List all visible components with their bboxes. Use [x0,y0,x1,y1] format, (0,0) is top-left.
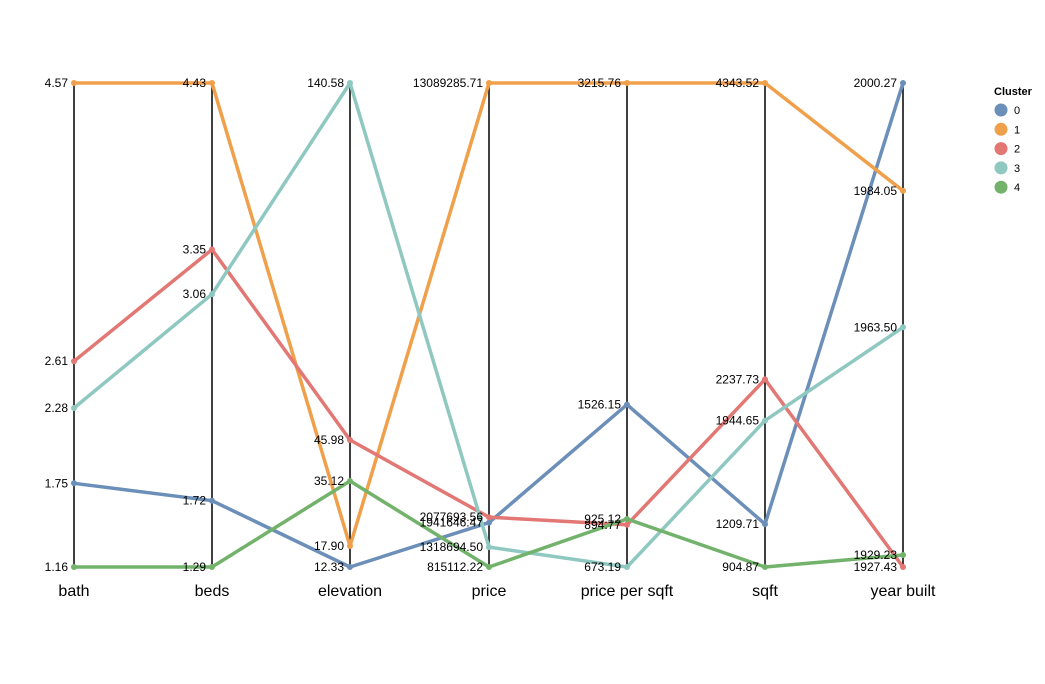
legend-swatch-cluster-4 [994,180,1008,194]
point-cluster-1-year-built [900,187,906,194]
point-cluster-0-price [486,519,492,526]
point-cluster-3-bath [71,405,77,411]
value-label-cluster-3-sqft: 1944.65 [716,414,760,428]
series-points-group [71,80,906,570]
point-cluster-1-bath [71,80,77,86]
legend-swatch-cluster-3 [994,161,1008,175]
point-cluster-2-beds [209,246,215,253]
value-label-cluster-1-bath: 4.57 [45,76,69,90]
value-label-cluster-0-price: 1941646.47 [420,516,484,530]
value-label-cluster-4-beds: 1.29 [183,560,207,574]
value-label-cluster-0-sqft: 1209.71 [716,517,760,531]
point-cluster-2-sqft [762,376,768,383]
point-cluster-1-beds [209,80,215,86]
point-cluster-1-price-per-sqft [624,80,630,86]
point-cluster-3-price [486,544,492,551]
value-label-cluster-2-elevation: 45.98 [314,433,344,447]
point-cluster-0-price-per-sqft [624,401,630,408]
value-label-cluster-2-bath: 2.61 [45,354,69,368]
point-cluster-0-beds [209,497,215,504]
value-label-cluster-1-year-built: 1984.05 [854,184,898,198]
value-label-cluster-0-elevation: 12.33 [314,560,344,574]
legend-label-cluster-1: 1 [1014,124,1020,136]
value-label-cluster-2-sqft: 2237.73 [716,372,760,386]
point-cluster-2-price-per-sqft [624,521,630,528]
value-label-cluster-3-year-built: 1963.50 [854,320,898,334]
point-cluster-0-elevation [347,564,353,570]
axis-title-year-built: year built [871,583,936,600]
legend: Cluster 0 1 2 3 4 [994,86,1033,194]
legend-label-cluster-3: 3 [1014,163,1020,175]
value-label-cluster-4-elevation: 35.12 [314,474,344,488]
value-label-cluster-3-beds: 3.06 [183,287,207,301]
point-cluster-1-sqft [762,80,768,86]
point-cluster-1-elevation [347,543,353,549]
value-label-cluster-4-price: 815112.22 [427,560,483,574]
axes-group [73,83,904,567]
point-cluster-4-price [486,564,492,570]
point-cluster-0-sqft [762,521,768,528]
point-cluster-4-price-per-sqft [624,516,630,522]
value-label-cluster-2-year-built: 1927.43 [854,560,898,574]
value-label-cluster-2-beds: 3.35 [183,243,207,257]
axis-title-sqft: sqft [752,583,778,600]
point-cluster-4-beds [209,564,215,570]
point-cluster-2-year-built [900,564,906,570]
legend-label-cluster-2: 2 [1014,144,1020,156]
axis-title-beds: beds [195,583,230,600]
value-label-cluster-1-beds: 4.43 [183,76,207,90]
point-cluster-3-beds [209,291,215,298]
value-label-cluster-1-elevation: 17.90 [314,539,344,553]
point-cluster-3-sqft [762,417,768,424]
point-cluster-2-price [486,514,492,521]
value-label-cluster-3-price: 1318694.50 [420,540,484,554]
value-label-cluster-4-year-built: 1929.23 [854,548,898,562]
value-label-cluster-0-year-built: 2000.27 [854,76,898,90]
value-label-cluster-4-sqft: 904.87 [722,560,759,574]
value-label-cluster-3-price-per-sqft: 673.19 [584,560,621,574]
value-label-cluster-2-price-per-sqft: 894.77 [584,518,621,532]
value-label-cluster-1-price: 13089285.71 [413,76,483,90]
value-label-cluster-3-bath: 2.28 [45,401,69,415]
axis-titles-group: bath beds elevation price price per sqft sqft… [58,583,936,600]
point-cluster-0-year-built [900,80,906,86]
point-cluster-4-elevation [347,478,353,484]
value-label-cluster-0-beds: 1.72 [183,494,207,508]
value-labels-group: 1.75 1.72 12.33 1941646.47 1526.15 1209.71 200… [45,76,898,574]
value-label-cluster-0-price-per-sqft: 1526.15 [578,398,622,412]
point-cluster-2-bath [71,358,77,365]
point-cluster-3-year-built [900,324,906,331]
legend-swatch-cluster-0 [994,103,1008,117]
point-cluster-0-bath [71,480,77,487]
value-label-cluster-1-sqft: 4343.52 [716,76,760,90]
point-cluster-2-elevation [347,437,353,443]
legend-swatch-cluster-2 [994,142,1008,156]
value-label-cluster-1-price-per-sqft: 3215.76 [578,76,622,90]
point-cluster-4-year-built [900,552,906,558]
point-cluster-4-sqft [762,564,768,570]
point-cluster-3-elevation [347,80,353,86]
point-cluster-3-price-per-sqft [624,564,630,570]
legend-label-cluster-4: 4 [1014,182,1020,194]
legend-title: Cluster [994,86,1033,98]
axis-title-bath: bath [58,583,89,600]
value-label-cluster-4-bath: 1.16 [45,560,69,574]
legend-swatch-cluster-1 [994,122,1008,136]
point-cluster-1-price [486,80,492,86]
value-label-cluster-3-elevation: 140.58 [307,76,344,90]
axis-title-price-per-sqft: price per sqft [581,583,674,600]
axis-title-price: price [472,583,507,600]
value-label-cluster-4-price-per-sqft: 925.12 [584,512,621,526]
point-cluster-4-bath [71,564,77,570]
legend-label-cluster-0: 0 [1014,105,1020,117]
value-label-cluster-2-price: 2077693.56 [420,510,484,524]
axis-title-elevation: elevation [318,583,382,600]
value-label-cluster-0-bath: 1.75 [45,476,69,490]
